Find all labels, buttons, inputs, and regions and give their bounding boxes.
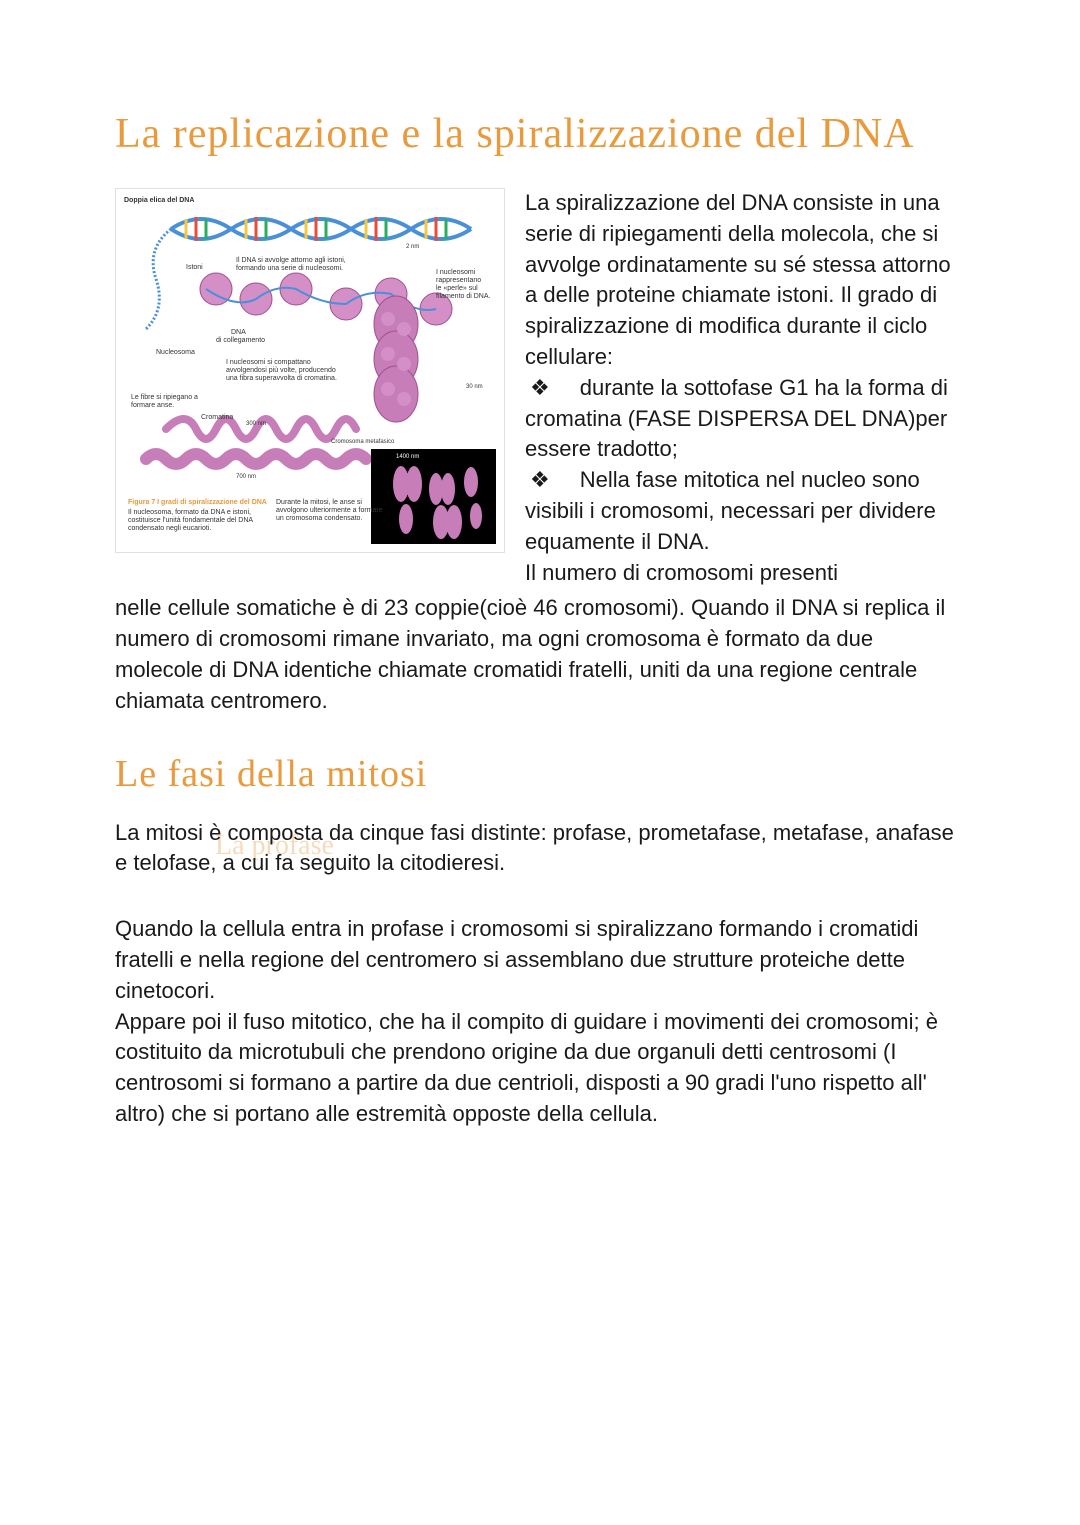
diagram-scale-1400: 1400 nm: [396, 454, 419, 460]
diagram-scale-2: 2 nm: [406, 244, 419, 250]
diagram-scale-300: 300 nm: [246, 421, 266, 427]
page-heading-1: La replicazione e la spiralizzazione del…: [115, 110, 965, 158]
diagram-scale-700: 700 nm: [236, 474, 256, 480]
diagram-compact-3: una fibra superavvolta di cromatina.: [226, 375, 337, 382]
diagram-cromatina-label: Cromatina: [201, 414, 233, 421]
diagram-mitosis-desc-2: avvolgono ulteriormente a formare: [276, 507, 383, 514]
para-2: nelle cellule somatiche è di 23 coppie(c…: [115, 593, 965, 716]
dna-diagram: Doppia elica del DNA: [115, 188, 505, 553]
para-3: La mitosi è composta da cinque fasi dist…: [115, 818, 965, 880]
diagram-caption-r4: filamento di DNA.: [436, 293, 490, 300]
diagram-figure-title: Figura 7 I gradi di spiralizzazione del …: [128, 499, 267, 506]
diagram-caption-r2: rappresentano: [436, 277, 481, 284]
para-5: Appare poi il fuso mitotico, che ha il c…: [115, 1007, 965, 1130]
diagram-fiber-1: Le fibre si ripiegano a: [131, 394, 198, 401]
diagram-compact-1: I nucleosomi si compattano: [226, 359, 311, 366]
diagram-figure-desc-1: Il nucleosoma, formato da DNA e istoni,: [128, 509, 251, 516]
diagram-scale-30: 30 nm: [466, 384, 483, 390]
diagram-fiber-2: formare anse.: [131, 402, 174, 409]
diagram-histone-label: Istoni: [186, 264, 203, 271]
para1-side: La spiralizzazione del DNA consiste in u…: [525, 190, 951, 369]
diagram-linker-label: di collegamento: [216, 337, 265, 344]
diagram-figure-desc-2: costituisce l'unità fondamentale del DNA: [128, 517, 253, 524]
para-4: Quando la cellula entra in profase i cro…: [115, 914, 965, 1006]
diagram-title: Doppia elica del DNA: [124, 197, 194, 204]
bullet-1-marker: ❖: [530, 373, 550, 404]
diagram-mitosis-desc-3: un cromosoma condensato.: [276, 515, 362, 522]
para1-tail: Il numero di cromosomi presenti: [525, 560, 838, 585]
bullet-2-text: Nella fase mitotica nel nucleo sono visi…: [525, 467, 936, 554]
diagram-caption-2: formando una serie di nucleosomi.: [236, 265, 343, 272]
page-heading-2: Le fasi della mitosi: [115, 752, 965, 796]
diagram-chromosome-label: Cromosoma metafasico: [331, 439, 394, 445]
diagram-caption-r3: le «perle» sul: [436, 285, 478, 292]
diagram-caption-r1: I nucleosomi: [436, 269, 475, 276]
diagram-mitosis-desc-1: Durante la mitosi, le anse si: [276, 499, 362, 506]
spacer: [115, 879, 965, 914]
bullet-1-text: durante la sottofase G1 ha la forma di c…: [525, 375, 948, 462]
side-text-block: La spiralizzazione del DNA consiste in u…: [525, 188, 965, 588]
diagram-figure-desc-3: condensato negli eucarioti.: [128, 525, 211, 532]
diagram-caption-1: Il DNA si avvolge attorno agli istoni,: [236, 257, 346, 264]
diagram-dna-label: DNA: [231, 329, 246, 336]
bullet-2-marker: ❖: [530, 465, 550, 496]
diagram-compact-2: avvolgendosi più volte, producendo: [226, 367, 336, 374]
content-row: Doppia elica del DNA: [115, 188, 965, 588]
diagram-nucleosome-label: Nucleosoma: [156, 349, 195, 356]
